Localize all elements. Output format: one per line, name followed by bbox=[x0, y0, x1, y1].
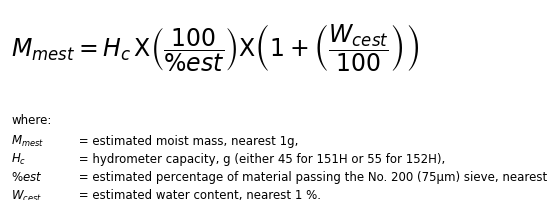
Text: = estimated moist mass, nearest 1g,: = estimated moist mass, nearest 1g, bbox=[75, 135, 298, 147]
Text: $\%est$: $\%est$ bbox=[11, 171, 43, 183]
Text: $H_{c}$: $H_{c}$ bbox=[11, 151, 26, 167]
Text: $\mathit{M}_{mest} = \mathit{H}_c\,\mathrm{X}\left(\dfrac{100}{\%est}\right)\mat: $\mathit{M}_{mest} = \mathit{H}_c\,\math… bbox=[11, 22, 419, 74]
Text: $W_{cest}$: $W_{cest}$ bbox=[11, 187, 42, 200]
Text: $M_{mest}$: $M_{mest}$ bbox=[11, 133, 44, 149]
Text: = estimated percentage of material passing the No. 200 (75μm) sieve, nearest 1 %: = estimated percentage of material passi… bbox=[75, 171, 552, 183]
Text: where:: where: bbox=[11, 114, 51, 126]
Text: = hydrometer capacity, g (either 45 for 151H or 55 for 152H),: = hydrometer capacity, g (either 45 for … bbox=[75, 153, 445, 165]
Text: = estimated water content, nearest 1 %.: = estimated water content, nearest 1 %. bbox=[75, 189, 321, 200]
